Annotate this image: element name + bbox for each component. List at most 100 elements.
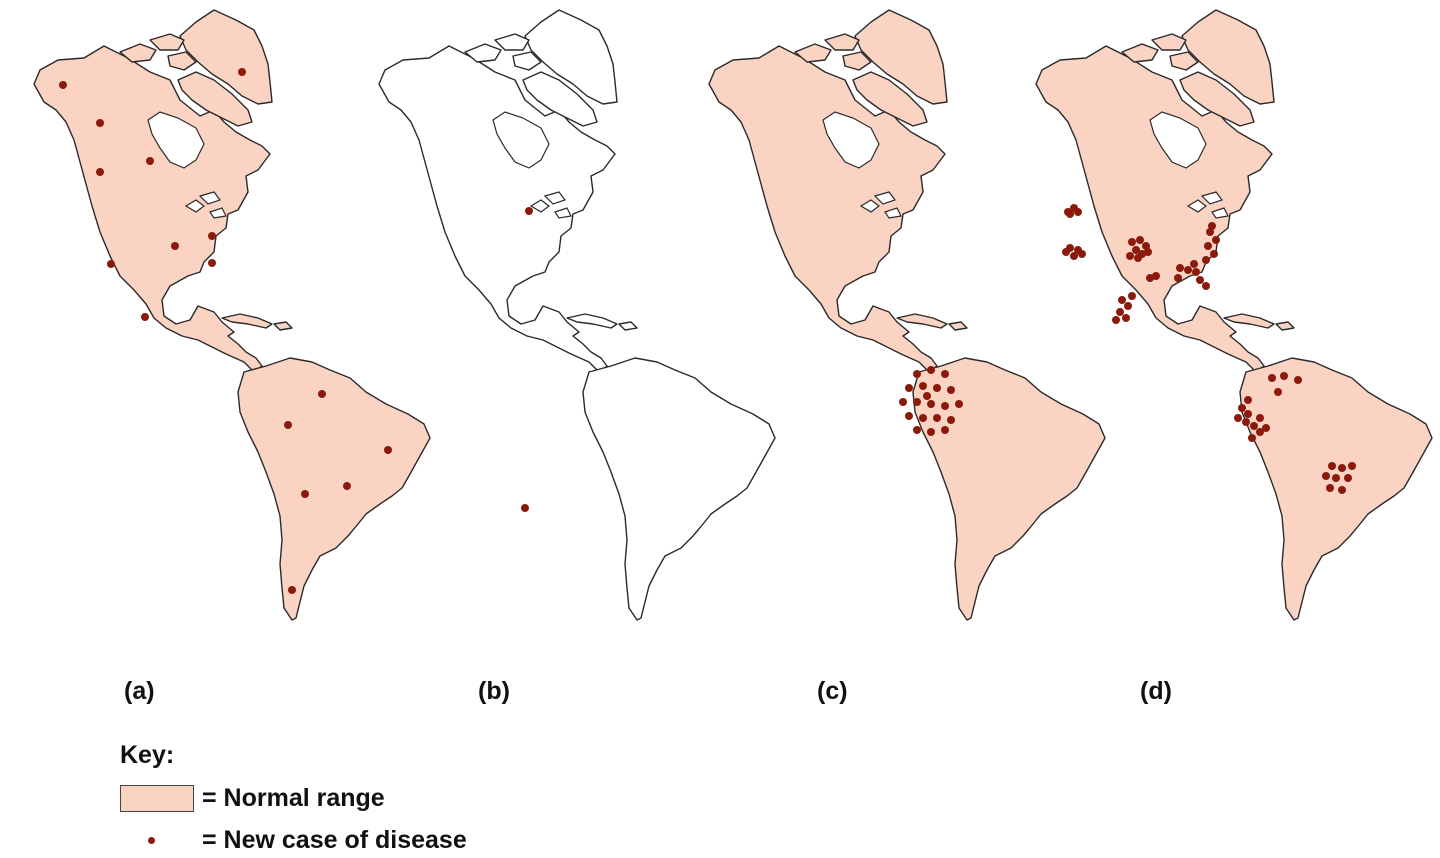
- landmass-hispaniola-d: [1275, 321, 1295, 331]
- landmass-cuba-d: [1223, 313, 1275, 329]
- case-dot-d-6: [1070, 252, 1078, 260]
- case-dot-d-15: [1144, 248, 1152, 256]
- landmass-cuba-a: [221, 313, 273, 329]
- landmass-hispaniola-b: [618, 321, 638, 331]
- water-body-2-c: [884, 207, 902, 219]
- water-body-3-b: [492, 111, 550, 169]
- case-dot-c-6: [947, 386, 955, 394]
- case-dot-d-27: [1202, 282, 1210, 290]
- case-dot-a-15: [288, 586, 296, 594]
- landmass-southAmerica-a: [237, 357, 431, 621]
- water-body-0-a: [184, 199, 205, 213]
- case-dot-a-10: [318, 390, 326, 398]
- case-dot-d-7: [1078, 250, 1086, 258]
- case-dot-a-2: [96, 119, 104, 127]
- case-dot-a-1: [238, 68, 246, 76]
- case-dot-d-36: [1128, 292, 1136, 300]
- panel-label-b: (b): [478, 677, 510, 705]
- map-panel-d: [1035, 9, 1433, 621]
- case-dot-d-20: [1210, 250, 1218, 258]
- case-dot-d-44: [1242, 418, 1250, 426]
- normal-range-label: = Normal range: [202, 784, 385, 812]
- landmass-archC-b: [512, 51, 542, 71]
- landmass-baffin-c: [852, 71, 928, 127]
- case-dot-d-56: [1332, 474, 1340, 482]
- case-dot-d-47: [1256, 428, 1264, 436]
- water-body-0-d: [1186, 199, 1207, 213]
- water-body-3-c: [822, 111, 880, 169]
- case-dot-d-57: [1344, 474, 1352, 482]
- case-dot-c-14: [933, 414, 941, 422]
- case-dot-c-7: [899, 398, 907, 406]
- case-dot-d-10: [1136, 236, 1144, 244]
- case-dot-d-45: [1250, 422, 1258, 430]
- case-dot-c-3: [905, 384, 913, 392]
- case-dot-d-54: [1348, 462, 1356, 470]
- case-dot-a-9: [141, 313, 149, 321]
- landmass-archB-d: [1151, 33, 1187, 51]
- landmass-archA-c: [794, 43, 832, 63]
- landmass-baffin-d: [1179, 71, 1255, 127]
- water-body-1-b: [543, 191, 566, 205]
- case-dot-d-16: [1134, 254, 1142, 262]
- water-body-1-c: [873, 191, 896, 205]
- landmass-northAmerica-a: [33, 45, 271, 373]
- water-body-1-a: [198, 191, 221, 205]
- case-dot-d-21: [1202, 256, 1210, 264]
- case-dot-d-38: [1268, 374, 1276, 382]
- case-dot-c-4: [919, 382, 927, 390]
- water-body-3-d: [1149, 111, 1207, 169]
- landmass-southAmerica-c: [912, 357, 1106, 621]
- case-dot-a-7: [107, 260, 115, 268]
- case-dot-symbol: [120, 827, 194, 854]
- key-new-case: = New case of disease: [120, 826, 467, 855]
- landmass-archB-a: [149, 33, 185, 51]
- landmass-archC-a: [167, 51, 197, 71]
- map-panel-a: [33, 9, 431, 621]
- case-dot-d-53: [1338, 464, 1346, 472]
- case-dot-d-22: [1208, 222, 1216, 230]
- landmass-cuba-b: [566, 313, 618, 329]
- case-dot-c-9: [927, 400, 935, 408]
- normal-range-swatch: [120, 785, 194, 812]
- case-dot-b-1: [521, 504, 529, 512]
- case-dot-c-13: [919, 414, 927, 422]
- water-body-2-a: [209, 207, 227, 219]
- case-dot-a-12: [384, 446, 392, 454]
- case-dot-c-11: [955, 400, 963, 408]
- case-dot-a-3: [146, 157, 154, 165]
- water-body-3-a: [147, 111, 205, 169]
- landmass-southAmerica-b: [582, 357, 776, 621]
- landmass-archB-c: [824, 33, 860, 51]
- case-dot-a-13: [343, 482, 351, 490]
- landmass-archA-d: [1121, 43, 1159, 63]
- case-dot-d-12: [1132, 246, 1140, 254]
- landmass-southAmerica-d: [1239, 357, 1433, 621]
- case-dot-d-18: [1212, 236, 1220, 244]
- water-body-2-b: [554, 207, 572, 219]
- case-dot-d-32: [1118, 296, 1126, 304]
- case-dot-d-40: [1294, 376, 1302, 384]
- case-dot-c-19: [923, 392, 931, 400]
- case-dot-d-55: [1322, 472, 1330, 480]
- case-dot-d-37: [1112, 316, 1120, 324]
- case-dot-d-26: [1196, 276, 1204, 284]
- case-dot-d-49: [1262, 424, 1270, 432]
- water-body-2-d: [1211, 207, 1229, 219]
- case-dot-d-8: [1062, 248, 1070, 256]
- case-dot-a-0: [59, 81, 67, 89]
- landmass-archA-b: [464, 43, 502, 63]
- case-dot-d-50: [1256, 414, 1264, 422]
- landmass-hispaniola-a: [273, 321, 293, 331]
- water-body-1-d: [1200, 191, 1223, 205]
- case-dot-d-39: [1280, 372, 1288, 380]
- case-dot-b-0: [525, 207, 533, 215]
- landmass-archB-b: [494, 33, 530, 51]
- landmass-greenland-d: [1181, 9, 1275, 105]
- landmass-greenland-c: [854, 9, 948, 105]
- case-dot-d-23: [1176, 264, 1184, 272]
- water-body-0-c: [859, 199, 880, 213]
- case-dot-d-24: [1184, 266, 1192, 274]
- case-dot-d-46: [1234, 414, 1242, 422]
